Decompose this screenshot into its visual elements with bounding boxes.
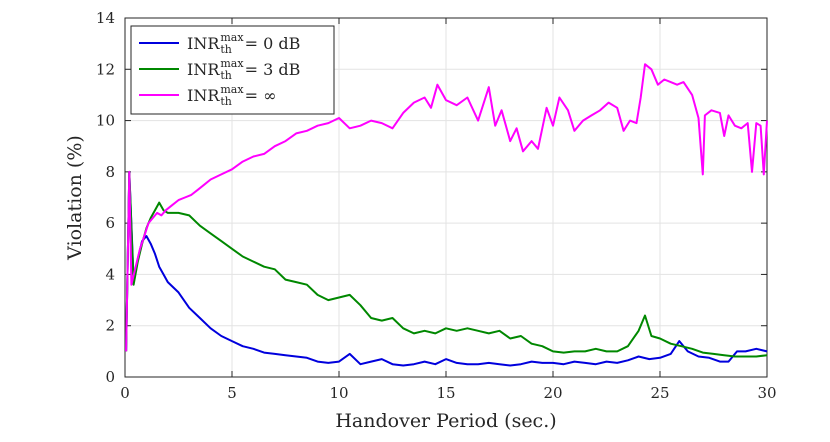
legend-value: = 0 dB xyxy=(245,34,301,53)
legend-superscript: max xyxy=(220,57,244,70)
legend-subscript: th xyxy=(220,69,232,82)
legend-superscript: max xyxy=(220,83,244,96)
axis-ticks: 0 5 10 15 20 25 30 0 2 4 6 8 10 12 14 xyxy=(96,9,777,402)
x-axis-label: Handover Period (sec.) xyxy=(335,410,556,432)
legend-value: = ∞ xyxy=(245,86,277,105)
series-lines xyxy=(125,63,768,367)
y-tick-label: 6 xyxy=(105,214,115,232)
y-tick-label: 2 xyxy=(105,317,115,335)
y-tick-label: 10 xyxy=(96,112,115,130)
series-line-3 xyxy=(125,63,768,352)
y-axis-label: Violation (%) xyxy=(64,135,86,261)
y-tick-label: 12 xyxy=(96,60,115,78)
x-tick-label: 20 xyxy=(543,384,562,402)
legend-subscript: th xyxy=(220,95,232,108)
series-line-2 xyxy=(125,170,768,358)
legend-superscript: max xyxy=(220,31,244,44)
grid xyxy=(124,17,768,378)
legend-main: INR xyxy=(187,86,220,105)
legend-main: INR xyxy=(187,34,220,53)
y-tick-label: 8 xyxy=(105,163,115,181)
y-tick-label: 14 xyxy=(96,9,115,27)
series-line-1 xyxy=(125,170,768,367)
legend-main: INR xyxy=(187,60,220,79)
legend-value: = 3 dB xyxy=(245,60,301,79)
x-tick-label: 5 xyxy=(227,384,237,402)
x-tick-label: 15 xyxy=(436,384,455,402)
x-tick-label: 30 xyxy=(757,384,776,402)
y-tick-label: 4 xyxy=(105,265,115,283)
legend-subscript: th xyxy=(220,43,232,56)
x-tick-label: 25 xyxy=(650,384,669,402)
x-tick-label: 10 xyxy=(329,384,348,402)
y-tick-label: 0 xyxy=(105,368,115,386)
x-tick-label: 0 xyxy=(120,384,130,402)
